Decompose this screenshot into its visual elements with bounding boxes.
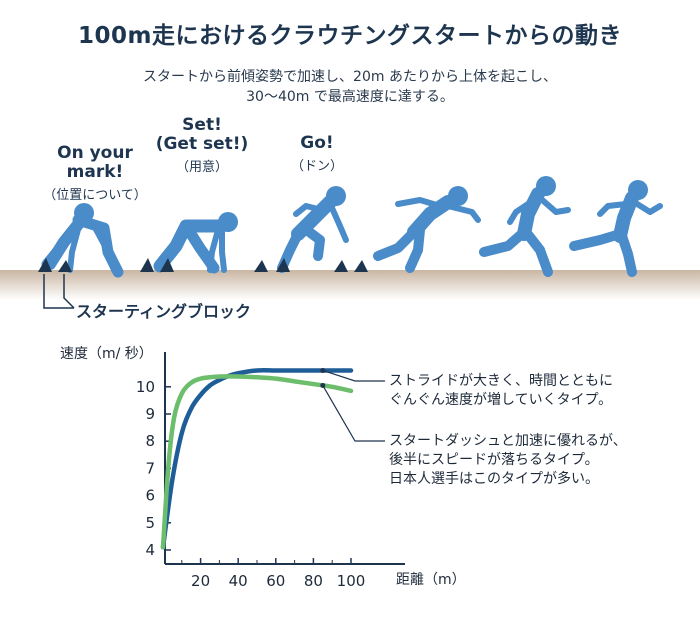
command-en-line2: mark!: [66, 162, 124, 182]
dark-annotation-leader: [322, 369, 385, 382]
y-tick-label: 8: [145, 432, 155, 450]
annotation-line: ストライドが大きく、時間とともに: [389, 373, 613, 389]
x-axis-label: 距離（m）: [396, 572, 466, 588]
y-tick-label: 10: [136, 378, 155, 396]
command-jp: （位置について）: [43, 188, 147, 203]
runner-set-figure: [153, 212, 238, 274]
annotation-line: 後半にスピードが落ちるタイプ。: [389, 452, 599, 468]
x-tick-label: 80: [304, 572, 323, 590]
command-en-line1: On your: [57, 143, 133, 163]
green-speed-curve: [160, 374, 354, 550]
y-tick-label: 7: [145, 459, 155, 477]
annotation-line: ぐんぐん速度が増していくタイプ。: [389, 392, 613, 408]
dark-speed-curve: [160, 368, 354, 550]
block-leader-line: [43, 274, 74, 309]
runners-illustration: [38, 176, 663, 309]
y-tick-label: 6: [145, 487, 155, 505]
command-jp: （ドン）: [290, 159, 343, 174]
command-en-line1: Set!: [182, 115, 222, 135]
command-on-your-mark: On your mark! （位置について）: [40, 143, 150, 204]
y-tick-label: 9: [145, 405, 155, 423]
subtitle-line-2: 30〜40m で最高速度に達する。: [246, 89, 454, 105]
runner-accelerating-figure: [373, 186, 481, 273]
x-tick-label: 60: [266, 572, 285, 590]
dark-series-annotation: ストライドが大きく、時間とともに ぐんぐん速度が増していくタイプ。: [389, 372, 613, 410]
starting-block: [140, 258, 154, 272]
starting-block: [334, 260, 348, 272]
y-tick-label: 4: [145, 541, 155, 559]
starting-block: [354, 260, 368, 272]
starting-block: [38, 258, 52, 272]
green-series-annotation: スタートダッシュと加速に優れるが、 後半にスピードが落ちるタイプ。 日本人選手は…: [389, 432, 627, 489]
command-en-line2: (Get set!): [155, 134, 249, 154]
command-set: Set! (Get set!) （用意）: [150, 115, 254, 176]
starting-block: [276, 258, 290, 272]
starting-block: [160, 258, 174, 272]
command-jp: （用意）: [175, 160, 228, 175]
starting-block-label: スターティングブロック: [76, 302, 252, 321]
runner-upright-figure: [479, 176, 571, 277]
x-tick-label: 40: [229, 572, 248, 590]
command-go: Go! （ドン）: [282, 133, 352, 175]
green-annotation-leader: [322, 385, 385, 442]
command-en-line1: Go!: [300, 133, 334, 153]
runner-on-your-mark-figure: [41, 203, 124, 278]
y-tick-label: 5: [145, 514, 155, 532]
subtitle-line-1: スタートから前傾姿勢で加速し、20m あたりから上体を起こし、: [143, 69, 557, 85]
page-title: 100m走におけるクラウチングスタートからの動き: [78, 23, 622, 49]
starting-block: [254, 260, 268, 272]
annotation-line: スタートダッシュと加速に優れるが、: [389, 433, 627, 449]
y-axis-label: 速度（m/ 秒）: [60, 346, 153, 362]
runner-go-figure: [277, 186, 349, 273]
annotation-line: 日本人選手はこのタイプが多い。: [389, 471, 599, 487]
x-tick-label: 100: [337, 572, 366, 590]
starting-block: [58, 260, 72, 272]
runner-top-speed-figure: [569, 180, 663, 277]
block-leader-line: [63, 274, 75, 309]
x-tick-label: 20: [191, 572, 210, 590]
